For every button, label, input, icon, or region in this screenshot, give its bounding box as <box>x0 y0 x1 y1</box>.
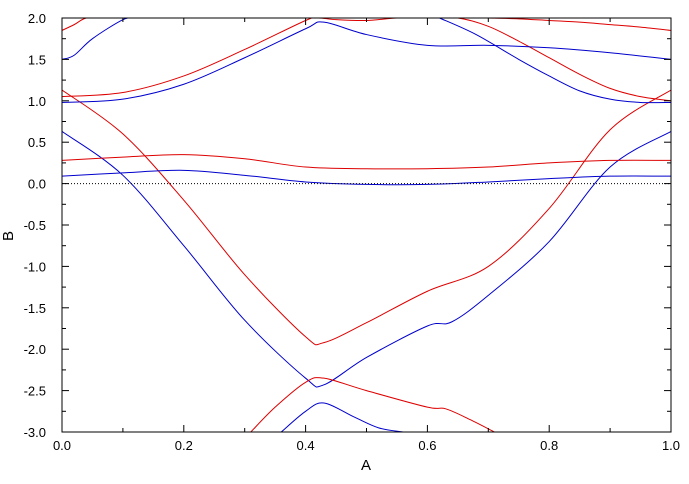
x-tick-label: 0.6 <box>418 438 436 453</box>
axis-layer: 0.0 0.2 0.4 0.6 0.8 1.0 -3.0 -2.5 -2.0 -1.5 -1.0 -0… <box>24 11 680 453</box>
y-tick-label: -1.0 <box>24 259 46 274</box>
series-line-4-blue <box>62 169 671 186</box>
y-tick-label: 1.0 <box>28 94 46 109</box>
series-line-3-red <box>62 154 671 170</box>
x-tick-label: 1.0 <box>662 438 680 453</box>
x-tick-label: 0.8 <box>540 438 558 453</box>
series-line-2-blue <box>62 131 671 388</box>
y-tick-label: 0.5 <box>28 135 46 150</box>
y-tick-label: -0.5 <box>24 218 46 233</box>
series-line-11-red <box>250 377 495 432</box>
y-tick-label: -2.5 <box>24 384 46 399</box>
series-line-6-blue <box>62 21 671 103</box>
x-tick-label: 0.4 <box>297 438 315 453</box>
y-tick-label: -2.0 <box>24 342 46 357</box>
y-tick-label: -3.0 <box>24 425 46 440</box>
series-layer <box>62 18 671 432</box>
series-line-5-red <box>62 18 671 102</box>
y-tick-label: 0.0 <box>28 177 46 192</box>
y-tick-label: 1.5 <box>28 52 46 67</box>
series-line-9-blue <box>439 18 671 104</box>
y-tick-label: -1.5 <box>24 301 46 316</box>
x-tick-label: 0.0 <box>53 438 71 453</box>
series-line-7-blue <box>62 18 136 60</box>
series-line-1-red <box>62 89 671 346</box>
x-tick-label: 0.2 <box>175 438 193 453</box>
y-tick-label: 2.0 <box>28 11 46 26</box>
series-line-12-blue <box>280 402 404 432</box>
x-axis-title: A <box>361 457 371 474</box>
y-axis-title: B <box>0 231 17 241</box>
plot-frame <box>61 17 672 433</box>
series-line-10-red <box>488 18 671 31</box>
